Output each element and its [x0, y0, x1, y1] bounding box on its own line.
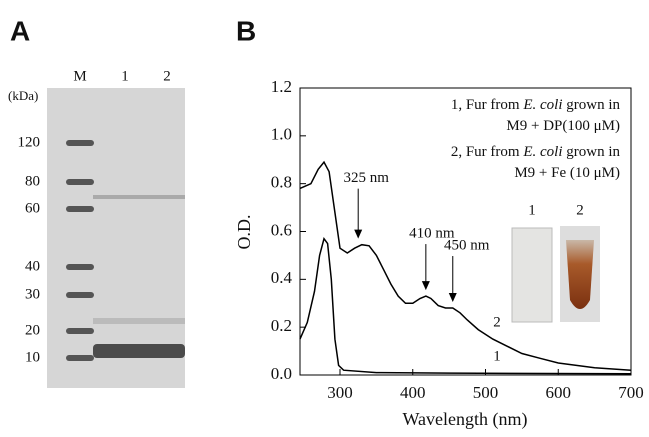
panel-label: A — [10, 15, 30, 46]
spectrum-line — [299, 237, 632, 375]
marker-band — [66, 140, 94, 146]
lane-label: 1 — [121, 68, 129, 84]
y-tick-label: 0.8 — [271, 173, 292, 192]
legend-text-part: M9 + DP(100 μM) — [506, 118, 620, 134]
marker-band — [66, 328, 94, 334]
y-axis-label: O.D. — [234, 215, 254, 250]
legend-text-part: grown in — [563, 97, 621, 113]
annotation: 410 nm — [409, 226, 455, 242]
inset-photo — [511, 227, 553, 323]
y-tick-label: 0.4 — [271, 268, 293, 287]
spectrum-line — [299, 160, 632, 371]
x-tick-label: 500 — [473, 383, 499, 402]
legend-text: 1, Fur from E. coli grown in — [451, 97, 621, 113]
marker-band — [66, 179, 94, 185]
inset-label: 1 — [528, 202, 536, 218]
legend-text: 2, Fur from E. coli grown in — [451, 144, 621, 160]
y-tick-label: 1.0 — [271, 125, 292, 144]
marker-label: 10 — [25, 349, 40, 365]
arrow-head — [354, 229, 363, 239]
x-tick-label: 400 — [400, 383, 426, 402]
gel — [47, 88, 185, 388]
tube — [566, 240, 594, 309]
arrow-head — [448, 293, 457, 303]
gel-band — [93, 195, 185, 199]
legend-text-part: E. coli — [522, 97, 562, 113]
series-label: 2 — [493, 314, 501, 330]
legend-text-part: 2, Fur from — [451, 144, 524, 160]
marker-label: 20 — [25, 322, 40, 338]
legend-text-part: M9 + Fe (10 μM) — [514, 165, 620, 181]
lane-label: M — [73, 68, 86, 84]
x-tick-label: 600 — [546, 383, 572, 402]
marker-label: 120 — [18, 134, 41, 150]
marker-band — [66, 292, 94, 298]
marker-label: 60 — [25, 200, 40, 216]
legend-text-part: 1, Fur from — [451, 97, 524, 113]
y-tick-label: 0.0 — [271, 364, 292, 383]
x-tick-label: 300 — [327, 383, 353, 402]
annotation: 450 nm — [444, 237, 490, 253]
marker-band — [66, 264, 94, 270]
legend-text: M9 + DP(100 μM) — [506, 118, 620, 134]
marker-label: 80 — [25, 173, 40, 189]
legend-text-part: E. coli — [522, 144, 562, 160]
lane-label: 2 — [163, 68, 171, 84]
x-axis-label: Wavelength (nm) — [402, 409, 527, 430]
y-tick-label: 0.2 — [271, 316, 292, 335]
y-tick-label: 0.6 — [271, 220, 292, 239]
legend-text-part: grown in — [563, 144, 621, 160]
unit-label: (kDa) — [8, 88, 38, 103]
arrow-head — [421, 281, 430, 291]
x-tick-label: 700 — [618, 383, 644, 402]
annotation: 325 nm — [343, 170, 389, 186]
series-label: 1 — [493, 348, 501, 364]
gel-band — [93, 318, 185, 324]
marker-band — [66, 206, 94, 212]
marker-label: 30 — [25, 286, 40, 302]
gel-band — [93, 344, 185, 358]
marker-band — [66, 355, 94, 361]
inset-label: 2 — [576, 202, 584, 218]
panel-label: B — [236, 15, 256, 46]
y-tick-label: 1.2 — [271, 77, 292, 96]
marker-label: 40 — [25, 258, 40, 274]
legend-text: M9 + Fe (10 μM) — [514, 165, 620, 181]
